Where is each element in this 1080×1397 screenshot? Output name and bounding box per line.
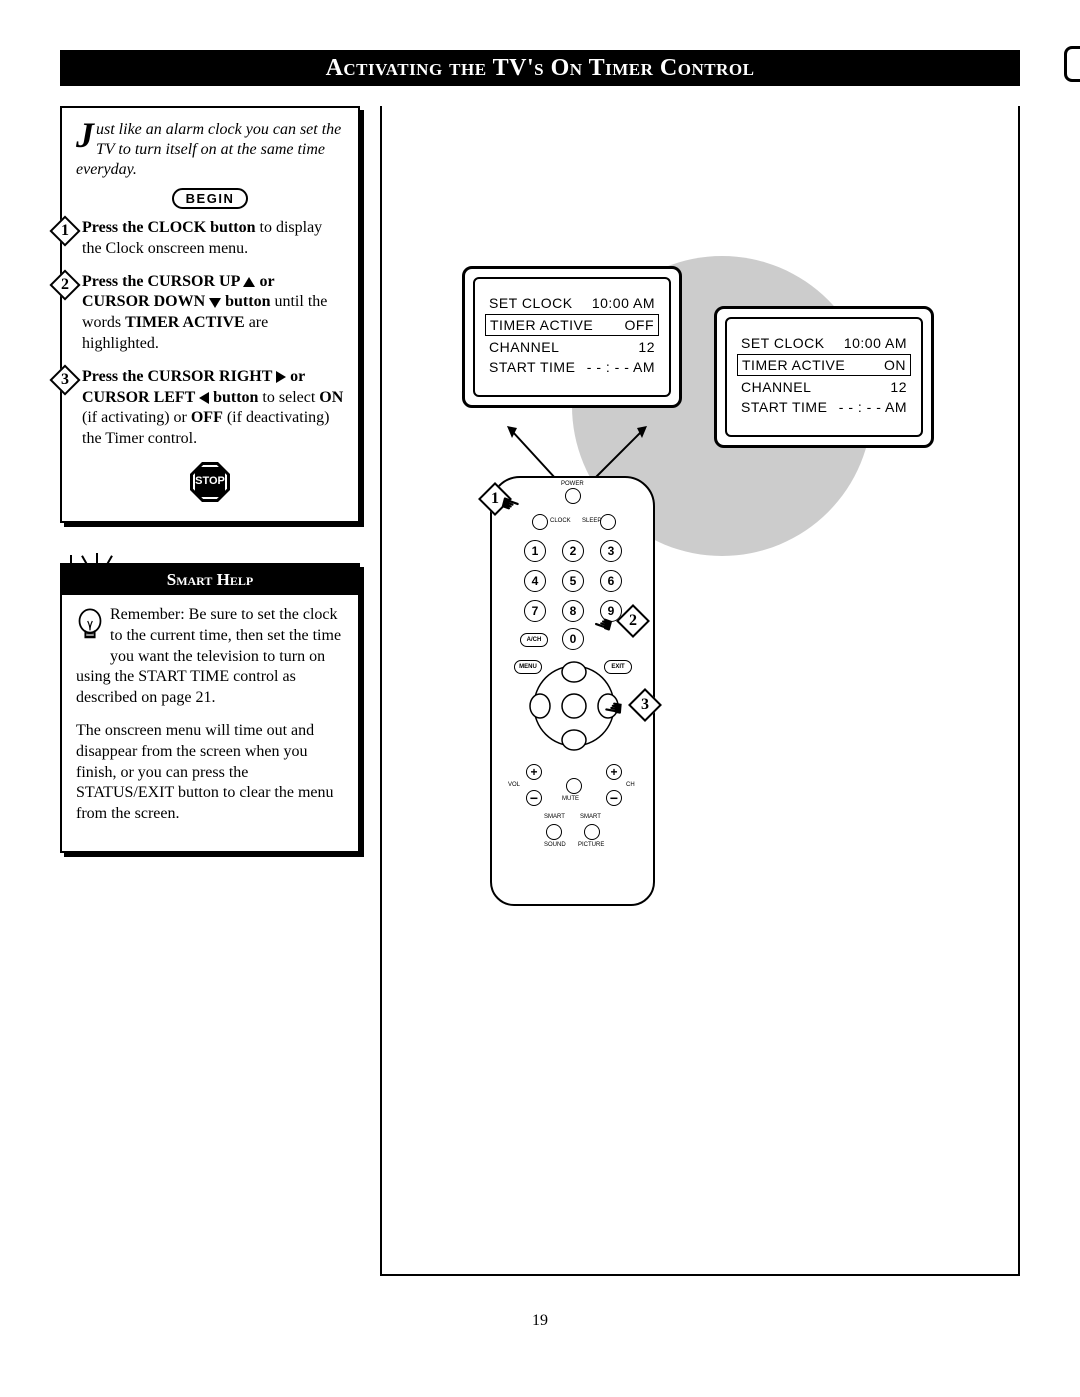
step-2: 2 Press the CURSOR UP or CURSOR DOWN but… — [76, 272, 344, 355]
digit-4[interactable]: 4 — [524, 570, 546, 592]
stop-badge: STOP — [76, 462, 344, 507]
page-title: Activating the TV's On Timer Control — [60, 50, 1020, 86]
digit-8[interactable]: 8 — [562, 600, 584, 622]
pointer-1: 1 ☛ — [480, 484, 510, 514]
digit-0[interactable]: 0 — [562, 628, 584, 650]
smart-picture-button[interactable] — [584, 824, 600, 840]
mute-button[interactable] — [566, 778, 582, 794]
ach-button[interactable]: A/CH — [520, 633, 548, 647]
help-paragraph-2: The onscreen menu will time out and disa… — [76, 721, 344, 825]
intro-text: Just like an alarm clock you can set the… — [76, 120, 344, 180]
ch-up[interactable]: + — [606, 764, 622, 780]
clock-button[interactable] — [532, 514, 548, 530]
steps-panel: Just like an alarm clock you can set the… — [60, 106, 360, 523]
sleep-button[interactable] — [600, 514, 616, 530]
digit-3[interactable]: 3 — [600, 540, 622, 562]
lightbulb-icon — [76, 607, 104, 649]
pointer-2: ☛ 2 — [618, 606, 648, 636]
smart-help-title: Smart Help — [62, 565, 358, 595]
vol-down[interactable]: − — [526, 790, 542, 806]
corner-icon — [1064, 46, 1080, 82]
digit-5[interactable]: 5 — [562, 570, 584, 592]
illustration-frame: SET CLOCK10:00 AM TIMER ACTIVEOFF CHANNE… — [380, 106, 1020, 1276]
dropcap: J — [76, 120, 94, 151]
tv-screen-on: SET CLOCK10:00 AM TIMER ACTIVEON CHANNEL… — [714, 306, 934, 448]
digit-7[interactable]: 7 — [524, 600, 546, 622]
begin-badge: BEGIN — [76, 190, 344, 208]
page-number: 19 — [60, 1312, 1020, 1330]
help-paragraph-1: Remember: Be sure to set the clock to th… — [76, 605, 344, 709]
tv-screen-off: SET CLOCK10:00 AM TIMER ACTIVEOFF CHANNE… — [462, 266, 682, 408]
smart-sound-button[interactable] — [546, 824, 562, 840]
digit-6[interactable]: 6 — [600, 570, 622, 592]
digit-1[interactable]: 1 — [524, 540, 546, 562]
step-1: 1 Press the CLOCK button to display the … — [76, 218, 344, 260]
vol-up[interactable]: + — [526, 764, 542, 780]
digit-2[interactable]: 2 — [562, 540, 584, 562]
pointer-3: ☛ 3 — [630, 690, 660, 720]
title-text: Activating the TV's On Timer Control — [326, 55, 755, 81]
smart-help-panel: Smart Help Remember: Be sure to set the … — [60, 563, 360, 853]
ch-down[interactable]: − — [606, 790, 622, 806]
step-3: 3 Press the CURSOR RIGHT or CURSOR LEFT … — [76, 367, 344, 450]
power-button[interactable] — [565, 488, 581, 504]
